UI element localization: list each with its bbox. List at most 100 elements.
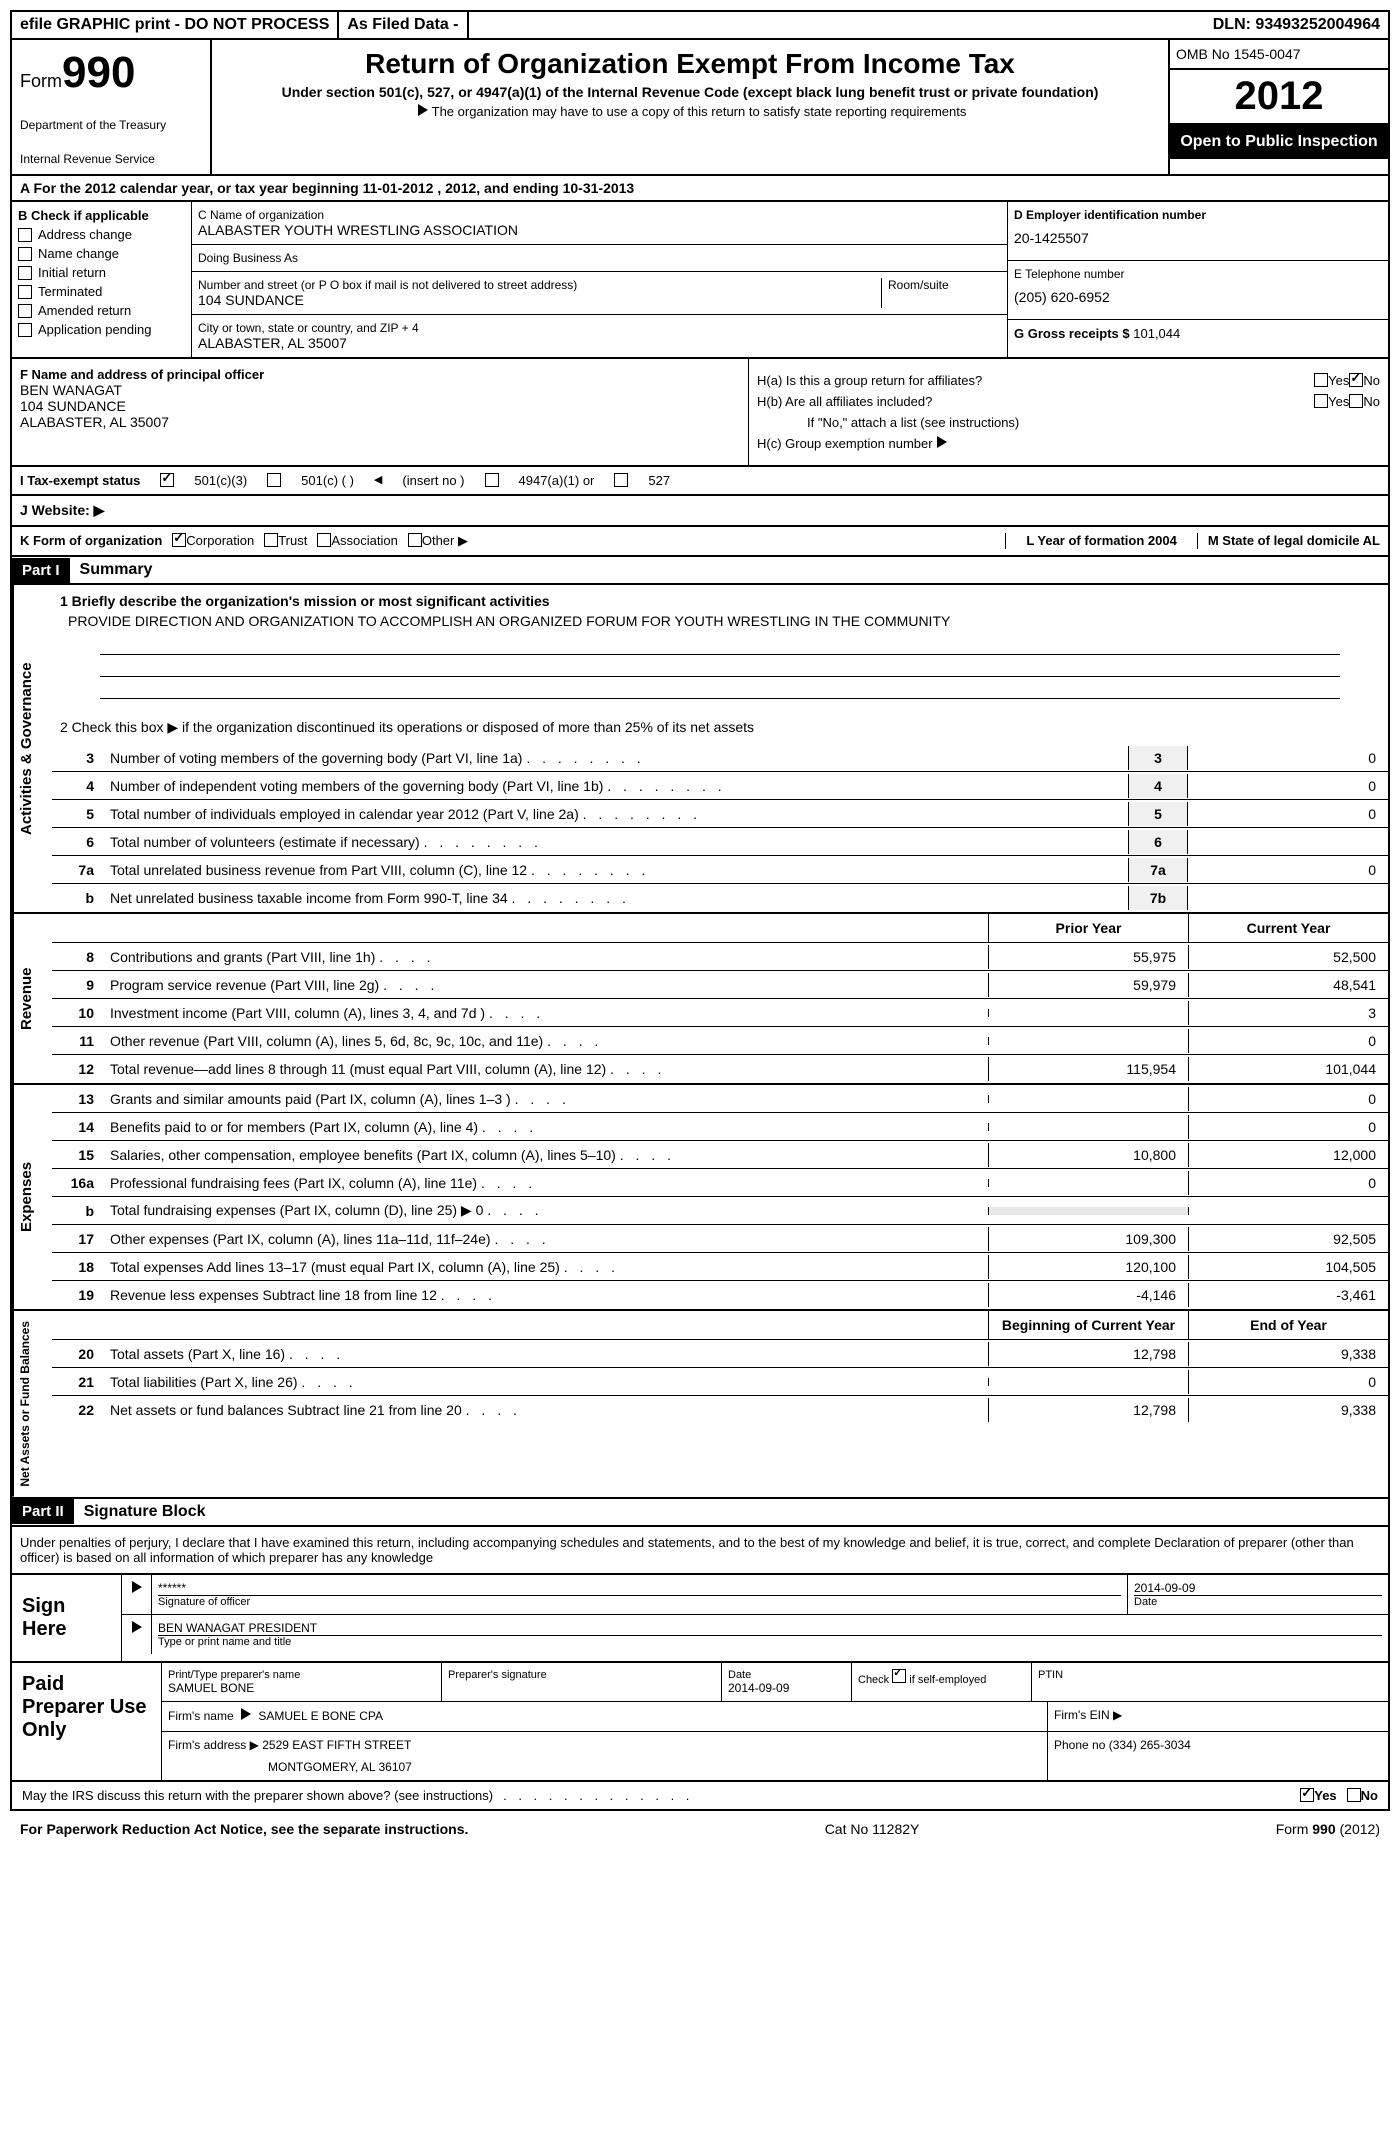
line-13: 13 Grants and similar amounts paid (Part… bbox=[52, 1085, 1388, 1113]
checkbox-icon[interactable] bbox=[408, 533, 422, 547]
form-label: Form bbox=[20, 71, 62, 91]
cb-pending[interactable]: Application pending bbox=[18, 322, 185, 337]
cat-no: Cat No 11282Y bbox=[825, 1821, 920, 1837]
checkbox-icon bbox=[18, 285, 32, 299]
officer-h-section: F Name and address of principal officer … bbox=[10, 359, 1390, 467]
dba-cell: Doing Business As bbox=[192, 245, 1007, 272]
line-2: 2 Check this box ▶ if the organization d… bbox=[52, 711, 1388, 744]
col-beginning-year: Beginning of Current Year bbox=[988, 1311, 1188, 1339]
ein-cell: D Employer identification number 20-1425… bbox=[1008, 202, 1388, 261]
checkbox-icon bbox=[18, 247, 32, 261]
checkbox-icon[interactable] bbox=[317, 533, 331, 547]
section-a-tax-year: A For the 2012 calendar year, or tax yea… bbox=[10, 176, 1390, 202]
line-15: 15 Salaries, other compensation, employe… bbox=[52, 1141, 1388, 1169]
page-footer: For Paperwork Reduction Act Notice, see … bbox=[10, 1811, 1390, 1847]
checkbox-icon[interactable] bbox=[892, 1669, 906, 1683]
as-filed: As Filed Data - bbox=[339, 12, 468, 38]
dept-treasury: Department of the Treasury bbox=[20, 118, 202, 132]
section-i-tax-status: I Tax-exempt status 501(c)(3) 501(c) ( )… bbox=[10, 467, 1390, 496]
section-h: H(a) Is this a group return for affiliat… bbox=[748, 359, 1388, 465]
arrow-icon bbox=[132, 1581, 142, 1593]
checkbox-icon[interactable] bbox=[614, 473, 628, 487]
governance-section: Activities & Governance 1 Briefly descri… bbox=[10, 585, 1390, 914]
cb-address-change[interactable]: Address change bbox=[18, 227, 185, 242]
line-16a: 16a Professional fundraising fees (Part … bbox=[52, 1169, 1388, 1197]
checkbox-icon[interactable] bbox=[1349, 394, 1363, 408]
cb-terminated[interactable]: Terminated bbox=[18, 284, 185, 299]
paid-preparer-label: Paid Preparer Use Only bbox=[12, 1663, 162, 1780]
line-22: 22 Net assets or fund balances Subtract … bbox=[52, 1396, 1388, 1424]
arrow-icon bbox=[132, 1621, 142, 1633]
line-7a: 7a Total unrelated business revenue from… bbox=[52, 856, 1388, 884]
form-subtitle: Under section 501(c), 527, or 4947(a)(1)… bbox=[220, 84, 1160, 100]
discuss-with-preparer: May the IRS discuss this return with the… bbox=[10, 1782, 1390, 1811]
signature-block: Sign Here ****** Signature of officer 20… bbox=[10, 1575, 1390, 1663]
omb-number: OMB No 1545-0047 bbox=[1170, 40, 1388, 70]
section-d-e-g: D Employer identification number 20-1425… bbox=[1008, 202, 1388, 357]
line-19: 19 Revenue less expenses Subtract line 1… bbox=[52, 1281, 1388, 1309]
line-5: 5 Total number of individuals employed i… bbox=[52, 800, 1388, 828]
cb-name-change[interactable]: Name change bbox=[18, 246, 185, 261]
line-18: 18 Total expenses Add lines 13–17 (must … bbox=[52, 1253, 1388, 1281]
efile-notice: efile GRAPHIC print - DO NOT PROCESS bbox=[12, 12, 339, 38]
col-prior-year: Prior Year bbox=[988, 914, 1188, 942]
vert-label-expenses: Expenses bbox=[12, 1085, 52, 1309]
cb-amended[interactable]: Amended return bbox=[18, 303, 185, 318]
form-title: Return of Organization Exempt From Incom… bbox=[220, 48, 1160, 80]
checkbox-icon[interactable] bbox=[1347, 1788, 1361, 1802]
checkbox-icon[interactable] bbox=[264, 533, 278, 547]
col-current-year: Current Year bbox=[1188, 914, 1388, 942]
checkbox-icon[interactable] bbox=[1314, 373, 1328, 387]
paperwork-notice: For Paperwork Reduction Act Notice, see … bbox=[20, 1821, 468, 1837]
checkbox-icon[interactable] bbox=[1314, 394, 1328, 408]
form-990-container: efile GRAPHIC print - DO NOT PROCESS As … bbox=[0, 0, 1400, 1857]
street-cell: Number and street (or P O box if mail is… bbox=[192, 272, 1007, 315]
expenses-section: Expenses 13 Grants and similar amounts p… bbox=[10, 1085, 1390, 1311]
checkbox-icon[interactable] bbox=[172, 533, 186, 547]
checkbox-icon[interactable] bbox=[160, 473, 174, 487]
h-a: H(a) Is this a group return for affiliat… bbox=[757, 373, 1380, 388]
vert-label-net-assets: Net Assets or Fund Balances bbox=[12, 1311, 52, 1497]
perjury-statement: Under penalties of perjury, I declare th… bbox=[10, 1527, 1390, 1575]
line-b: b Total fundraising expenses (Part IX, c… bbox=[52, 1197, 1388, 1225]
info-grid: B Check if applicable Address change Nam… bbox=[10, 202, 1390, 359]
section-c-org: C Name of organization ALABASTER YOUTH W… bbox=[192, 202, 1008, 357]
section-k: K Form of organization Corporation Trust… bbox=[10, 527, 1390, 557]
org-name-cell: C Name of organization ALABASTER YOUTH W… bbox=[192, 202, 1007, 245]
section-f-officer: F Name and address of principal officer … bbox=[12, 359, 748, 465]
checkbox-icon[interactable] bbox=[1300, 1788, 1314, 1802]
vert-label-revenue: Revenue bbox=[12, 914, 52, 1083]
line-6: 6 Total number of volunteers (estimate i… bbox=[52, 828, 1388, 856]
dept-irs: Internal Revenue Service bbox=[20, 152, 202, 166]
line-b: b Net unrelated business taxable income … bbox=[52, 884, 1388, 912]
tax-year: 2012 bbox=[1170, 70, 1388, 125]
arrow-icon bbox=[937, 436, 947, 448]
section-b-label: B Check if applicable bbox=[18, 208, 185, 223]
form-ref: Form 990 (2012) bbox=[1276, 1821, 1380, 1837]
checkbox-icon[interactable] bbox=[485, 473, 499, 487]
h-c: H(c) Group exemption number bbox=[757, 436, 1380, 451]
checkbox-icon[interactable] bbox=[1349, 373, 1363, 387]
dln: DLN: 93493252004964 bbox=[1205, 12, 1388, 38]
gross-cell: G Gross receipts $ 101,044 bbox=[1008, 320, 1388, 347]
checkbox-icon bbox=[18, 304, 32, 318]
cb-initial-return[interactable]: Initial return bbox=[18, 265, 185, 280]
vert-label-governance: Activities & Governance bbox=[12, 585, 52, 912]
line-20: 20 Total assets (Part X, line 16) . . . … bbox=[52, 1340, 1388, 1368]
sign-here-label: Sign Here bbox=[12, 1575, 122, 1661]
paid-preparer-block: Paid Preparer Use Only Print/Type prepar… bbox=[10, 1663, 1390, 1782]
revenue-section: Revenue Prior Year Current Year 8 Contri… bbox=[10, 914, 1390, 1085]
line-4: 4 Number of independent voting members o… bbox=[52, 772, 1388, 800]
checkbox-icon[interactable] bbox=[267, 473, 281, 487]
line-9: 9 Program service revenue (Part VIII, li… bbox=[52, 971, 1388, 999]
section-b-checkboxes: B Check if applicable Address change Nam… bbox=[12, 202, 192, 357]
line-21: 21 Total liabilities (Part X, line 26) .… bbox=[52, 1368, 1388, 1396]
line-10: 10 Investment income (Part VIII, column … bbox=[52, 999, 1388, 1027]
arrow-icon bbox=[241, 1708, 251, 1720]
part-2-header: Part II Signature Block bbox=[10, 1499, 1390, 1527]
line-8: 8 Contributions and grants (Part VIII, l… bbox=[52, 943, 1388, 971]
top-bar: efile GRAPHIC print - DO NOT PROCESS As … bbox=[10, 10, 1390, 40]
line-12: 12 Total revenue—add lines 8 through 11 … bbox=[52, 1055, 1388, 1083]
line-17: 17 Other expenses (Part IX, column (A), … bbox=[52, 1225, 1388, 1253]
header-left: Form990 Department of the Treasury Inter… bbox=[12, 40, 212, 174]
